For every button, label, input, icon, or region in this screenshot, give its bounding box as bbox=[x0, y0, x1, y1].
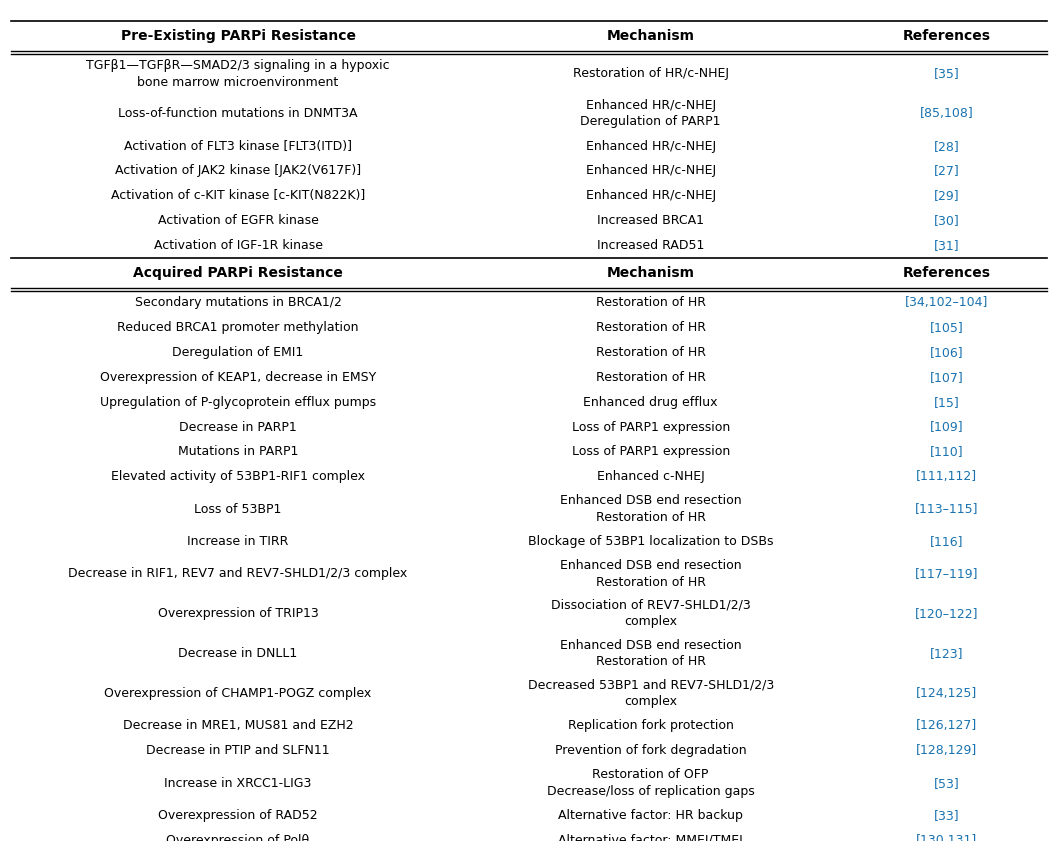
Text: Restoration of HR: Restoration of HR bbox=[596, 321, 706, 334]
Text: Decrease in DNLL1: Decrease in DNLL1 bbox=[179, 648, 297, 660]
Text: Loss of PARP1 expression: Loss of PARP1 expression bbox=[571, 420, 730, 433]
Text: Increased BRCA1: Increased BRCA1 bbox=[597, 214, 705, 227]
Text: Alternative factor: HR backup: Alternative factor: HR backup bbox=[559, 809, 743, 822]
Text: Enhanced DSB end resection
Restoration of HR: Enhanced DSB end resection Restoration o… bbox=[560, 559, 742, 589]
Text: [126,127]: [126,127] bbox=[916, 720, 978, 733]
Text: [15]: [15] bbox=[934, 396, 960, 409]
Text: TGFβ1—TGFβR—SMAD2/3 signaling in a hypoxic
bone marrow microenvironment: TGFβ1—TGFβR—SMAD2/3 signaling in a hypox… bbox=[87, 59, 389, 88]
Text: [31]: [31] bbox=[934, 239, 960, 251]
Text: Enhanced HR/c-NHEJ: Enhanced HR/c-NHEJ bbox=[586, 165, 715, 177]
Text: Mechanism: Mechanism bbox=[606, 29, 695, 43]
Text: [124,125]: [124,125] bbox=[916, 687, 978, 700]
Text: [110]: [110] bbox=[930, 446, 964, 458]
Text: [105]: [105] bbox=[930, 321, 964, 334]
Text: Restoration of HR/c-NHEJ: Restoration of HR/c-NHEJ bbox=[572, 67, 729, 80]
Text: [35]: [35] bbox=[934, 67, 960, 80]
Text: Reduced BRCA1 promoter methylation: Reduced BRCA1 promoter methylation bbox=[117, 321, 359, 334]
Text: [123]: [123] bbox=[930, 648, 964, 660]
Text: Enhanced DSB end resection
Restoration of HR: Enhanced DSB end resection Restoration o… bbox=[560, 639, 742, 669]
Text: [107]: [107] bbox=[930, 371, 964, 383]
Text: Decrease in RIF1, REV7 and REV7-SHLD1/2/3 complex: Decrease in RIF1, REV7 and REV7-SHLD1/2/… bbox=[69, 568, 407, 580]
Text: [116]: [116] bbox=[930, 535, 964, 547]
Text: Enhanced drug efflux: Enhanced drug efflux bbox=[583, 396, 718, 409]
Text: [85,108]: [85,108] bbox=[920, 108, 973, 120]
Text: Activation of IGF-1R kinase: Activation of IGF-1R kinase bbox=[153, 239, 323, 251]
Text: [106]: [106] bbox=[930, 346, 964, 359]
Text: Prevention of fork degradation: Prevention of fork degradation bbox=[554, 744, 747, 757]
Text: Mutations in PARP1: Mutations in PARP1 bbox=[178, 446, 298, 458]
Text: Restoration of HR: Restoration of HR bbox=[596, 346, 706, 359]
Text: Enhanced c-NHEJ: Enhanced c-NHEJ bbox=[597, 470, 705, 483]
Text: Loss-of-function mutations in DNMT3A: Loss-of-function mutations in DNMT3A bbox=[118, 108, 358, 120]
Text: Increase in TIRR: Increase in TIRR bbox=[187, 535, 289, 547]
Text: Replication fork protection: Replication fork protection bbox=[568, 720, 733, 733]
Text: Overexpression of TRIP13: Overexpression of TRIP13 bbox=[158, 607, 318, 620]
Text: Acquired PARPi Resistance: Acquired PARPi Resistance bbox=[133, 266, 343, 280]
Text: [111,112]: [111,112] bbox=[916, 470, 978, 483]
Text: References: References bbox=[902, 266, 991, 280]
Text: Overexpression of CHAMP1-POGZ complex: Overexpression of CHAMP1-POGZ complex bbox=[105, 687, 371, 700]
Text: Dissociation of REV7-SHLD1/2/3
complex: Dissociation of REV7-SHLD1/2/3 complex bbox=[551, 599, 750, 628]
Text: References: References bbox=[902, 29, 991, 43]
Text: Activation of c-KIT kinase [c-KIT(N822K)]: Activation of c-KIT kinase [c-KIT(N822K)… bbox=[111, 189, 365, 202]
Text: Decrease in MRE1, MUS81 and EZH2: Decrease in MRE1, MUS81 and EZH2 bbox=[123, 720, 353, 733]
Text: Secondary mutations in BRCA1/2: Secondary mutations in BRCA1/2 bbox=[134, 297, 342, 309]
Text: Activation of JAK2 kinase [JAK2(V617F)]: Activation of JAK2 kinase [JAK2(V617F)] bbox=[115, 165, 361, 177]
Text: [28]: [28] bbox=[934, 140, 960, 152]
Text: Elevated activity of 53BP1-RIF1 complex: Elevated activity of 53BP1-RIF1 complex bbox=[111, 470, 365, 483]
Text: Decrease in PARP1: Decrease in PARP1 bbox=[179, 420, 297, 433]
Text: Deregulation of EMI1: Deregulation of EMI1 bbox=[172, 346, 304, 359]
Text: Enhanced DSB end resection
Restoration of HR: Enhanced DSB end resection Restoration o… bbox=[560, 495, 742, 524]
Text: Enhanced HR/c-NHEJ
Deregulation of PARP1: Enhanced HR/c-NHEJ Deregulation of PARP1 bbox=[581, 99, 720, 129]
Text: [29]: [29] bbox=[934, 189, 960, 202]
Text: Restoration of OFP
Decrease/loss of replication gaps: Restoration of OFP Decrease/loss of repl… bbox=[547, 769, 754, 798]
Text: Overexpression of RAD52: Overexpression of RAD52 bbox=[159, 809, 317, 822]
Text: Mechanism: Mechanism bbox=[606, 266, 695, 280]
Text: Increased RAD51: Increased RAD51 bbox=[597, 239, 705, 251]
Text: Alternative factor: MMEJ/TMEJ: Alternative factor: MMEJ/TMEJ bbox=[559, 834, 743, 841]
Text: Upregulation of P-glycoprotein efflux pumps: Upregulation of P-glycoprotein efflux pu… bbox=[101, 396, 376, 409]
Text: Enhanced HR/c-NHEJ: Enhanced HR/c-NHEJ bbox=[586, 140, 715, 152]
Text: [27]: [27] bbox=[934, 165, 960, 177]
Text: Activation of FLT3 kinase [FLT3(ITD)]: Activation of FLT3 kinase [FLT3(ITD)] bbox=[124, 140, 352, 152]
Text: Restoration of HR: Restoration of HR bbox=[596, 297, 706, 309]
Text: [128,129]: [128,129] bbox=[916, 744, 978, 757]
Text: [120–122]: [120–122] bbox=[915, 607, 979, 620]
Text: Loss of PARP1 expression: Loss of PARP1 expression bbox=[571, 446, 730, 458]
Text: [30]: [30] bbox=[934, 214, 960, 227]
Text: [53]: [53] bbox=[934, 777, 960, 790]
Text: [113–115]: [113–115] bbox=[915, 503, 979, 516]
Text: Overexpression of KEAP1, decrease in EMSY: Overexpression of KEAP1, decrease in EMS… bbox=[99, 371, 377, 383]
Text: Decrease in PTIP and SLFN11: Decrease in PTIP and SLFN11 bbox=[146, 744, 330, 757]
Text: Overexpression of Polθ: Overexpression of Polθ bbox=[166, 834, 310, 841]
Text: [117–119]: [117–119] bbox=[915, 568, 979, 580]
Text: [109]: [109] bbox=[930, 420, 964, 433]
Text: Decreased 53BP1 and REV7-SHLD1/2/3
complex: Decreased 53BP1 and REV7-SHLD1/2/3 compl… bbox=[528, 679, 773, 708]
Text: Activation of EGFR kinase: Activation of EGFR kinase bbox=[158, 214, 318, 227]
Text: Pre-Existing PARPi Resistance: Pre-Existing PARPi Resistance bbox=[121, 29, 355, 43]
Text: Blockage of 53BP1 localization to DSBs: Blockage of 53BP1 localization to DSBs bbox=[528, 535, 773, 547]
Text: [33]: [33] bbox=[934, 809, 960, 822]
Text: Enhanced HR/c-NHEJ: Enhanced HR/c-NHEJ bbox=[586, 189, 715, 202]
Text: [130,131]: [130,131] bbox=[916, 834, 978, 841]
Text: Loss of 53BP1: Loss of 53BP1 bbox=[195, 503, 281, 516]
Text: [34,102–104]: [34,102–104] bbox=[906, 297, 988, 309]
Text: Increase in XRCC1-LIG3: Increase in XRCC1-LIG3 bbox=[164, 777, 312, 790]
Text: Restoration of HR: Restoration of HR bbox=[596, 371, 706, 383]
